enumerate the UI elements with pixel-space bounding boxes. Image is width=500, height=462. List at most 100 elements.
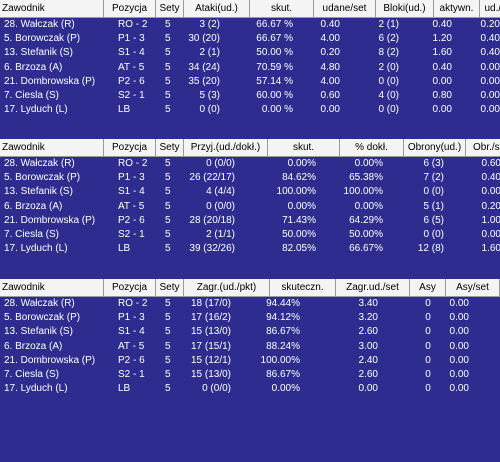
table-row[interactable]: 21. Dombrowska (P) P2 - 6 5 35 (20) 57.14 % 4… [0, 75, 500, 89]
column-header[interactable]: Obr./set [466, 139, 500, 156]
column-header[interactable]: Pozycja [104, 279, 156, 296]
column-header[interactable]: Zagr.ud./set [336, 279, 410, 296]
column-header[interactable]: Asy/set [446, 279, 500, 296]
table-cell: 5 [165, 19, 171, 30]
table-cell: P1 - 3 [118, 33, 145, 45]
table-cell: 88.24% [266, 340, 300, 352]
table-cell: 84.62% [282, 172, 316, 184]
column-header[interactable]: udane/set [314, 0, 376, 17]
table-cell: 4.80 [320, 61, 340, 73]
table-cell: 15 (12/1) [190, 354, 231, 366]
table-cell: 0.00 [449, 369, 469, 380]
table-cell: 0 (0) [378, 75, 399, 87]
table-row[interactable]: 5. Borowczak (P) P1 - 3 5 26 (22/17) 84.62% 6… [0, 171, 500, 185]
column-header[interactable]: Zawodnik [0, 0, 104, 17]
table-row[interactable]: 13. Stefanik (S) S1 - 4 5 4 (4/4) 100.00% 100… [0, 185, 500, 199]
table-cell: 0.00 [320, 104, 340, 116]
table-cell: 100.00% [343, 186, 383, 198]
table-row[interactable]: 17. Lyduch (L) LB 5 0 (0) 0.00 % 0.00 0 (0) 0.0… [0, 103, 500, 117]
table-cell: LB [118, 104, 131, 116]
table-cell: 57.14 % [256, 75, 293, 87]
table-cell: 13. Stefanik (S) [4, 47, 73, 59]
column-header[interactable]: Ataki(ud.) [184, 0, 250, 17]
table-header: Zawodnik Pozycja Sety Ataki(ud.) skut. udane/… [0, 0, 500, 18]
table-cell: 0 (0/0) [202, 383, 231, 395]
table-row[interactable]: 17. Lyduch (L) LB 5 0 (0/0) 0.00% 0.00 0 0.00 [0, 382, 500, 396]
table-cell: 1.60 [432, 47, 452, 59]
table-cell: 5 [165, 312, 171, 324]
column-header[interactable]: Zawodnik [0, 139, 104, 156]
table-row[interactable]: 6. Brzoza (A) AT - 5 5 17 (15/1) 88.24% 3.00 0… [0, 340, 500, 354]
table-row[interactable]: 6. Brzoza (A) AT - 5 5 34 (24) 70.59 % 4.80 2 … [0, 61, 500, 75]
table-row[interactable]: 13. Stefanik (S) S1 - 4 5 15 (13/0) 86.67% 2.… [0, 325, 500, 339]
column-header[interactable]: aktywn. [434, 0, 480, 17]
table-cell: P1 - 3 [118, 172, 145, 184]
table-cell: 6 (5) [423, 214, 444, 226]
table-cell: 6. Brzoza (A) [4, 340, 63, 352]
table-row[interactable]: 7. Ciesla (S) S2 - 1 5 2 (1/1) 50.00% 50.00% 0… [0, 228, 500, 242]
table-row[interactable]: 28. Wałczak (R) RO - 2 5 3 (2) 66.67 % 0.40 2 … [0, 18, 500, 32]
table-cell: 15 (13/0) [190, 369, 231, 380]
table-row[interactable]: 28. Wałczak (R) RO - 2 5 0 (0/0) 0.00% 0.00% 6… [0, 157, 500, 171]
column-header[interactable]: skut. [250, 0, 314, 17]
table-cell: S1 - 4 [118, 47, 145, 59]
table-cell: 50.00% [349, 229, 383, 240]
table-cell: 0.00 [449, 326, 469, 338]
column-header[interactable]: Zawodnik [0, 279, 104, 296]
table-row[interactable]: 6. Brzoza (A) AT - 5 5 0 (0/0) 0.00% 0.00% 5 (… [0, 200, 500, 214]
table-cell: 5 [165, 61, 171, 73]
table-cell: 0.00 [449, 340, 469, 352]
table-cell: LB [118, 383, 131, 395]
column-header[interactable]: Zagr.(ud./pkt) [184, 279, 270, 296]
table-cell: 15 (13/0) [190, 326, 231, 338]
table-cell: 0 [425, 383, 431, 395]
table-cell: 39 (32/26) [189, 243, 235, 255]
table-row[interactable]: 21. Dombrowska (P) P2 - 6 5 15 (12/1) 100.00… [0, 354, 500, 368]
column-header[interactable]: Bloki(ud.) [376, 0, 434, 17]
column-header[interactable]: skuteczn. [270, 279, 336, 296]
table-row[interactable]: 5. Borowczak (P) P1 - 3 5 30 (20) 66.67 % 4.0… [0, 32, 500, 46]
table-cell: 21. Dombrowska (P) [4, 214, 96, 226]
table-cell: 1.60 [481, 243, 500, 255]
table-row[interactable]: 7. Ciesla (S) S2 - 1 5 15 (13/0) 86.67% 2.60 0… [0, 368, 500, 382]
column-header[interactable]: Sety [156, 139, 184, 156]
table-row[interactable]: 13. Stefanik (S) S1 - 4 5 2 (1) 50.00 % 0.20 8… [0, 46, 500, 60]
table-cell: 0 (0/0) [206, 158, 235, 169]
table-row[interactable]: 28. Wałczak (R) RO - 2 5 18 (17/0) 94.44% 3.4… [0, 297, 500, 311]
table-cell: 5 [165, 47, 171, 59]
table-cell: 1.20 [432, 33, 452, 45]
table-row[interactable]: 7. Ciesla (S) S2 - 1 5 5 (3) 60.00 % 0.60 4 (0… [0, 89, 500, 103]
table-cell: 0.00 [449, 383, 469, 395]
column-header[interactable]: Pozycja [104, 0, 156, 17]
table-cell: 0.20 [481, 200, 500, 212]
table-cell: 5 [165, 186, 171, 198]
table-cell: 0.60 [481, 158, 500, 169]
table-cell: P2 - 6 [118, 354, 145, 366]
column-header[interactable]: Pozycja [104, 139, 156, 156]
table-row[interactable]: 17. Lyduch (L) LB 5 39 (32/26) 82.05% 66.67% 1… [0, 242, 500, 256]
table-cell: 18 (17/0) [190, 298, 231, 309]
column-header[interactable]: Obrony(ud.) [404, 139, 466, 156]
table-cell: 100.00% [276, 186, 316, 198]
table-cell: 5 [165, 298, 171, 309]
table-cell: S2 - 1 [118, 229, 145, 240]
table-cell: 0.00 [432, 75, 452, 87]
table-cell: 3.40 [358, 298, 378, 309]
table-cell: 5 [165, 340, 171, 352]
table-row[interactable]: 21. Dombrowska (P) P2 - 6 5 28 (20/18) 71.43… [0, 214, 500, 228]
column-header[interactable]: % dokł. [340, 139, 404, 156]
column-header[interactable]: ud./set [480, 0, 500, 17]
table-row[interactable]: 5. Borowczak (P) P1 - 3 5 17 (16/2) 94.12% 3.… [0, 311, 500, 325]
table-cell: 7. Ciesla (S) [4, 90, 60, 101]
table-cell: 17. Lyduch (L) [4, 383, 68, 395]
table-cell: 0.00 [480, 61, 500, 73]
column-header[interactable]: Przyj.(ud./dokł.) [184, 139, 268, 156]
table-cell: 30 (20) [188, 33, 220, 45]
table-cell: 0 (0) [199, 104, 220, 116]
column-header[interactable]: Sety [156, 279, 184, 296]
table-cell: 21. Dombrowska (P) [4, 354, 96, 366]
column-header[interactable]: Sety [156, 0, 184, 17]
column-header[interactable]: skut. [268, 139, 340, 156]
column-header[interactable]: Asy [410, 279, 446, 296]
table-cell: 0.60 [320, 90, 340, 101]
